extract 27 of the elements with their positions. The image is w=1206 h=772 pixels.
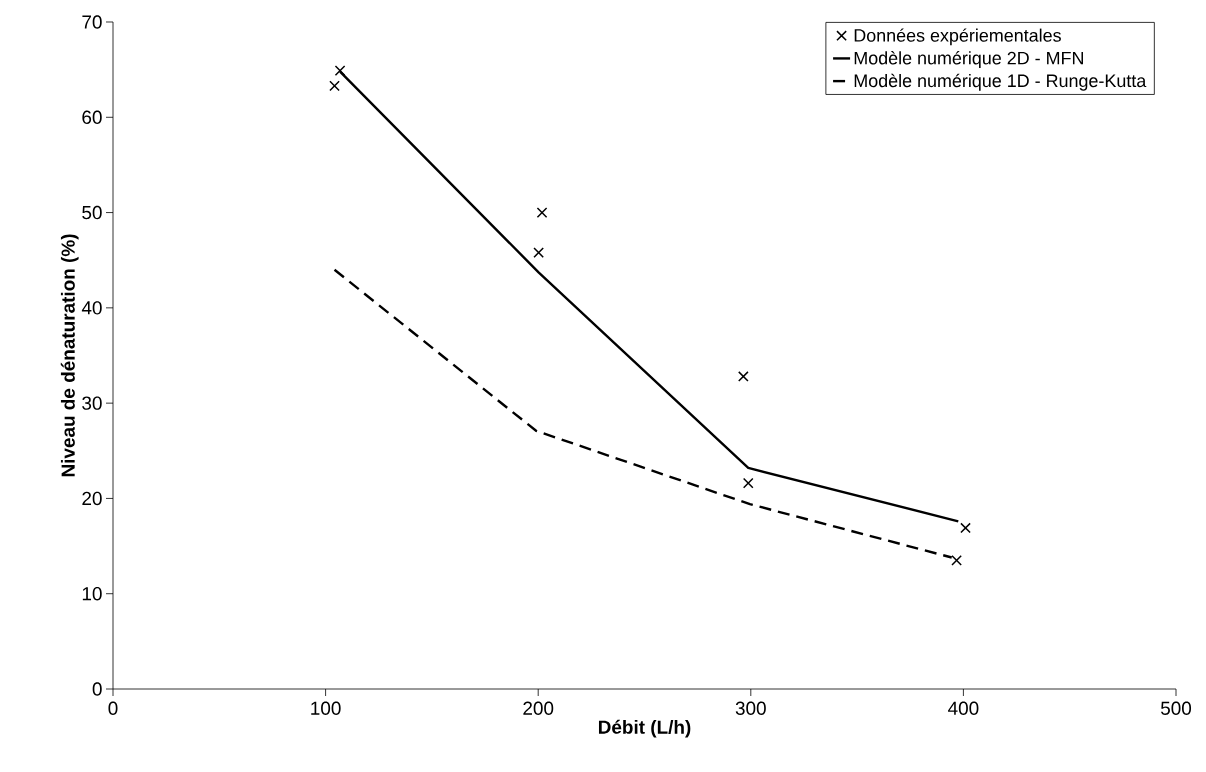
y-tick-label: 10 bbox=[82, 587, 102, 601]
x-tick-label: 200 bbox=[523, 701, 554, 715]
y-tick-label: 60 bbox=[82, 110, 102, 124]
legend-label: Modèle numérique 2D - MFN bbox=[854, 51, 1083, 68]
y-tick-label: 50 bbox=[82, 205, 102, 220]
point bbox=[742, 477, 754, 489]
y-tick-label: 70 bbox=[82, 15, 102, 29]
point bbox=[329, 80, 340, 92]
y-tick-label: 20 bbox=[82, 491, 102, 506]
legend-label: Modèle numérique 1D - Runge-Kutta bbox=[854, 73, 1147, 91]
point bbox=[334, 65, 346, 76]
legend-label: Données expériementales bbox=[854, 28, 1061, 46]
x-tick-label: 300 bbox=[735, 701, 766, 715]
x-axis-title: Débit (L/h) bbox=[598, 719, 691, 738]
point bbox=[536, 207, 548, 218]
y-tick-label: 30 bbox=[82, 396, 102, 410]
x-tick-label: 500 bbox=[1160, 701, 1192, 715]
y-axis-title: Niveau de dénaturation (%) bbox=[60, 234, 79, 477]
point bbox=[738, 371, 749, 382]
point bbox=[951, 555, 962, 566]
y-tick-label: 40 bbox=[81, 301, 102, 315]
point bbox=[960, 522, 971, 534]
x-tick-label: 100 bbox=[311, 701, 341, 715]
x-tick-label: 400 bbox=[948, 701, 979, 715]
x-tick-label: 0 bbox=[108, 701, 118, 715]
point bbox=[533, 247, 544, 258]
y-tick-label: 0 bbox=[92, 682, 102, 696]
